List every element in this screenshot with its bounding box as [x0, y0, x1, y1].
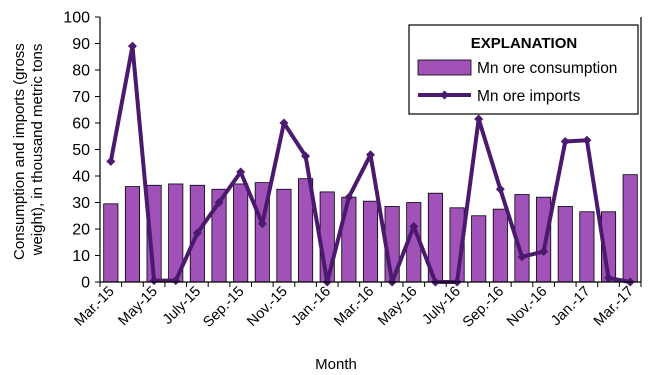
y-tick-label: 0	[81, 275, 90, 292]
legend-bar-label: Mn ore consumption	[477, 60, 617, 77]
bar-Aug.-16	[471, 215, 487, 283]
x-tick-label: Jan.-17	[548, 284, 594, 330]
imports-point-May-15	[149, 276, 159, 286]
legend: EXPLANATION Mn ore consumption Mn ore im…	[408, 24, 639, 115]
y-axis-title-line-1: Consumption and imports (gross	[11, 43, 28, 260]
bar-Apr.-15	[124, 186, 140, 283]
legend-title: EXPLANATION	[471, 35, 577, 52]
x-tick-label: Sep.-15	[200, 284, 247, 331]
x-tick-labels: Mar.-15May-15July-15Sep.-15Nov.-15Jan.-1…	[72, 284, 637, 331]
y-tick-label: 10	[72, 248, 90, 265]
y-tick-label: 80	[72, 63, 90, 80]
x-tick-label: July-16	[420, 284, 464, 328]
x-tick-label: Jan.-16	[289, 284, 335, 330]
imports-point-Mar.-15	[106, 156, 116, 166]
x-tick-label: July-15	[160, 284, 204, 328]
bar-Nov.-15	[276, 188, 292, 283]
legend-line-label: Mn ore imports	[477, 88, 581, 105]
y-tick-label: 100	[63, 10, 90, 27]
bar-Nov.-16	[536, 196, 552, 283]
y-tick-label: 90	[72, 36, 90, 53]
imports-point-Apr.-15	[127, 41, 137, 51]
bar-Mar.-16	[362, 200, 379, 283]
axes	[95, 16, 642, 287]
bar-Mar.-15	[103, 203, 119, 283]
legend-bar-swatch	[417, 59, 472, 76]
y-tick-label: 60	[72, 116, 90, 133]
imports-point-Oct.-15	[257, 219, 267, 229]
y-tick-label: 30	[72, 195, 90, 212]
y-tick-label: 40	[72, 169, 90, 186]
x-axis-title: Month	[315, 356, 357, 373]
x-tick-label: Mar.-16	[331, 284, 377, 330]
bar-Mar.-17	[622, 174, 638, 283]
y-tick-label: 50	[72, 142, 90, 159]
x-tick-label: May-15	[115, 284, 161, 330]
y-axis-title: Consumption and imports (gross weight), …	[11, 39, 46, 260]
imports-point-Feb.-16	[344, 192, 354, 202]
bar-Dec.-16	[557, 206, 573, 283]
imports-point-Oct.-16	[517, 252, 527, 262]
x-tick-label: Mar.-17	[591, 284, 637, 330]
x-tick-label: May-16	[375, 284, 421, 330]
imports-point-Dec.-16	[560, 137, 570, 147]
bar-Jan.-17	[579, 211, 595, 283]
y-tick-label: 20	[72, 222, 90, 239]
imports-point-Nov.-15	[279, 118, 289, 128]
imports-point-Feb.-17	[604, 273, 614, 283]
x-tick-label: Nov.-16	[504, 284, 550, 330]
imports-point-Jan.-17	[582, 135, 592, 145]
imports-point-Nov.-16	[539, 247, 549, 257]
x-tick-label: Nov.-15	[244, 284, 290, 330]
imports-point-July-15	[192, 228, 202, 238]
imports-point-Mar.-16	[366, 150, 375, 160]
imports-point-Dec.-15	[301, 151, 311, 161]
y-axis-title-line-2: weight), in thousand metric tons	[29, 44, 46, 257]
imports-point-Sep.-15	[236, 167, 246, 177]
imports-point-May-16	[409, 221, 419, 231]
x-tick-label: Mar.-15	[72, 284, 118, 330]
y-tick-labels: 0 10 20 30 40 50 60 70 80 90 100	[63, 10, 90, 292]
x-tick-label: Sep.-16	[460, 284, 507, 331]
imports-point-Sep.-16	[495, 184, 505, 194]
imports-point-June-15	[171, 276, 181, 286]
line-series-group	[106, 41, 635, 287]
imports-point-Aug.-15	[214, 198, 224, 207]
bar-Sep.-16	[492, 208, 508, 283]
imports-point-Aug.-16	[474, 114, 484, 124]
y-tick-label: 70	[72, 89, 90, 106]
bar-Sep.-15	[233, 183, 249, 283]
legend-line-marker	[440, 90, 449, 100]
